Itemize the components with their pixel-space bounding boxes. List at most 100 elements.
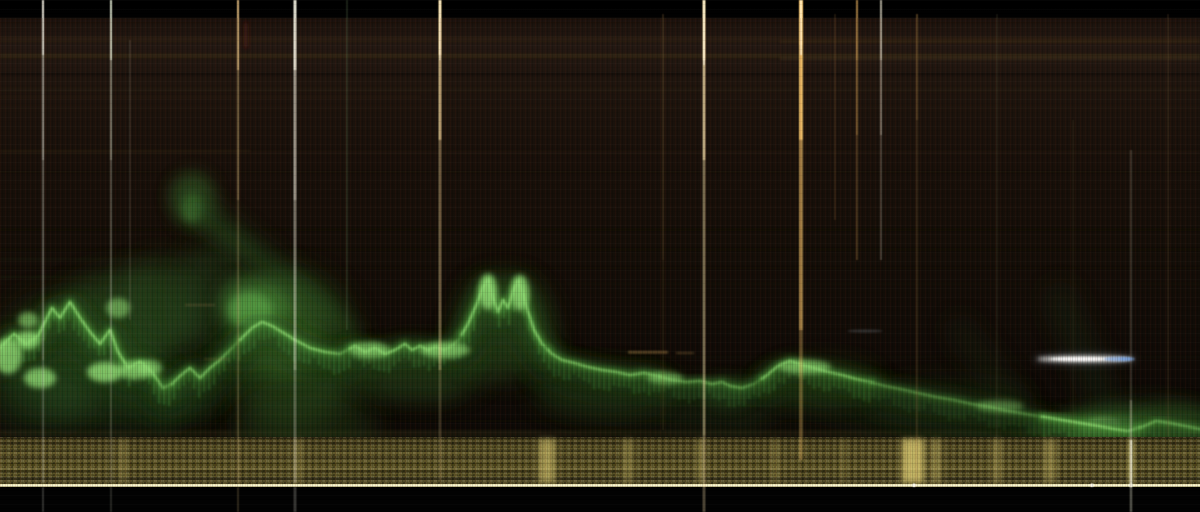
star-trail-segment bbox=[1072, 120, 1074, 430]
aurora-band-segment bbox=[870, 381, 1044, 418]
tan-dashes-layer bbox=[185, 304, 694, 360]
star-trail-segment bbox=[916, 120, 918, 483]
aurora-band-segment bbox=[1138, 419, 1200, 431]
horizon-glow-spot bbox=[931, 439, 941, 483]
star-trail-segment bbox=[996, 14, 998, 483]
sky-band bbox=[0, 248, 1200, 251]
aurora-bright-blob bbox=[350, 342, 390, 358]
below-horizon-black bbox=[0, 487, 1200, 512]
horizon-glow-spot bbox=[539, 439, 555, 483]
star-trail-segment bbox=[799, 140, 803, 330]
horizon-glow-spot bbox=[294, 439, 302, 483]
star-trail-segment bbox=[293, 70, 297, 200]
star-trail-segment bbox=[346, 0, 348, 330]
aurora-bright-blob bbox=[976, 400, 1024, 412]
aurora-bright-blob bbox=[511, 275, 529, 311]
horizon-glow-spot bbox=[902, 439, 924, 483]
star-trail-segment bbox=[237, 200, 239, 483]
sky-band bbox=[0, 96, 420, 98]
sky-band bbox=[0, 356, 1200, 358]
aurora-bright-blob bbox=[779, 360, 831, 374]
red-smudge bbox=[244, 22, 248, 48]
horizon-bright-line-core bbox=[0, 484, 1200, 486]
sky-band bbox=[0, 420, 1200, 422]
sky-band bbox=[0, 88, 1200, 91]
aurora-band-segment bbox=[1040, 415, 1142, 433]
star-trail-segment bbox=[42, 0, 44, 55]
star-trail-segment bbox=[293, 370, 297, 483]
aurora-diagonal-streak bbox=[193, 208, 359, 339]
star-trail-segment bbox=[856, 60, 858, 135]
star-trail-segment bbox=[702, 435, 706, 487]
tan-dash bbox=[628, 351, 668, 354]
star-trail-segment bbox=[662, 260, 664, 430]
moon-streak-ellipse bbox=[1050, 357, 1110, 361]
star-trail-segment bbox=[1129, 487, 1133, 512]
star-trail-segment bbox=[800, 0, 802, 55]
star-trail-segment bbox=[1167, 14, 1169, 437]
star-trail-segment bbox=[129, 40, 131, 320]
star-trail-segment bbox=[880, 60, 882, 135]
moon-streak-ellipse bbox=[847, 329, 883, 333]
horizon-glow-spot bbox=[697, 439, 703, 483]
star-trail-segment bbox=[110, 60, 112, 160]
tan-dash bbox=[204, 358, 230, 360]
horizon-line-dot bbox=[912, 483, 916, 488]
star-trail-segment bbox=[834, 14, 836, 220]
horizon-glow-spot bbox=[771, 439, 779, 483]
sky-band bbox=[0, 267, 1200, 269]
star-trail-segment bbox=[439, 0, 441, 60]
star-trail-segment bbox=[293, 487, 297, 512]
sky-band bbox=[780, 57, 1200, 60]
star-trail-segment bbox=[42, 360, 44, 483]
sky-band bbox=[0, 430, 1200, 437]
star-trail-segment bbox=[42, 160, 44, 360]
star-trail-segment bbox=[110, 160, 112, 360]
aurora-diagonal-streak bbox=[948, 318, 1032, 420]
sky-band bbox=[0, 20, 1200, 22]
aurora-layer bbox=[0, 172, 1200, 479]
sky-band bbox=[0, 54, 1200, 58]
horizon-glow-spot bbox=[623, 439, 633, 483]
sky-band bbox=[0, 171, 1200, 173]
star-trail-segment bbox=[880, 0, 882, 60]
star-trail-segment bbox=[438, 55, 442, 140]
aurora-bright-blob bbox=[420, 342, 470, 358]
star-trail-segment bbox=[856, 0, 858, 60]
bottom-horizon-band bbox=[0, 437, 1200, 512]
sky-band bbox=[0, 37, 1200, 42]
star-trail-segment bbox=[703, 0, 705, 65]
vertical-star-trails-layer bbox=[42, 0, 1169, 512]
aurora-band-segment bbox=[238, 320, 352, 356]
sky-band bbox=[0, 206, 1200, 208]
aurora-bright-blob bbox=[16, 331, 40, 349]
star-trail-segment bbox=[799, 45, 803, 140]
sky-band bbox=[0, 73, 1200, 75]
horizon-texture bbox=[0, 437, 1200, 484]
star-trail-segment bbox=[110, 360, 112, 483]
star-trail-segment bbox=[110, 487, 112, 512]
sky-band bbox=[0, 228, 1200, 231]
aurora-bright-blob bbox=[18, 312, 38, 328]
star-trail-segment bbox=[916, 14, 918, 120]
aurora-bright-blob bbox=[106, 298, 130, 318]
aurora-bright-blob bbox=[87, 362, 123, 382]
sky-band bbox=[0, 326, 1200, 328]
star-trail-segment bbox=[110, 0, 112, 60]
sky-band bbox=[0, 106, 1200, 108]
sky-band bbox=[0, 258, 240, 260]
star-trail-segment bbox=[702, 487, 706, 512]
star-trail-segment bbox=[42, 55, 44, 160]
aurora-bright-blob bbox=[138, 360, 162, 376]
star-trail-segment bbox=[237, 487, 239, 512]
sky-band bbox=[0, 151, 1200, 154]
star-trail-segment bbox=[293, 200, 297, 370]
moon-streak-ellipse bbox=[1119, 357, 1135, 361]
moon-streak bbox=[847, 329, 1137, 365]
star-trail-segment bbox=[438, 140, 442, 370]
star-trail-segment bbox=[880, 135, 882, 260]
star-trail-segment bbox=[856, 135, 858, 260]
star-trail-segment bbox=[702, 60, 706, 160]
